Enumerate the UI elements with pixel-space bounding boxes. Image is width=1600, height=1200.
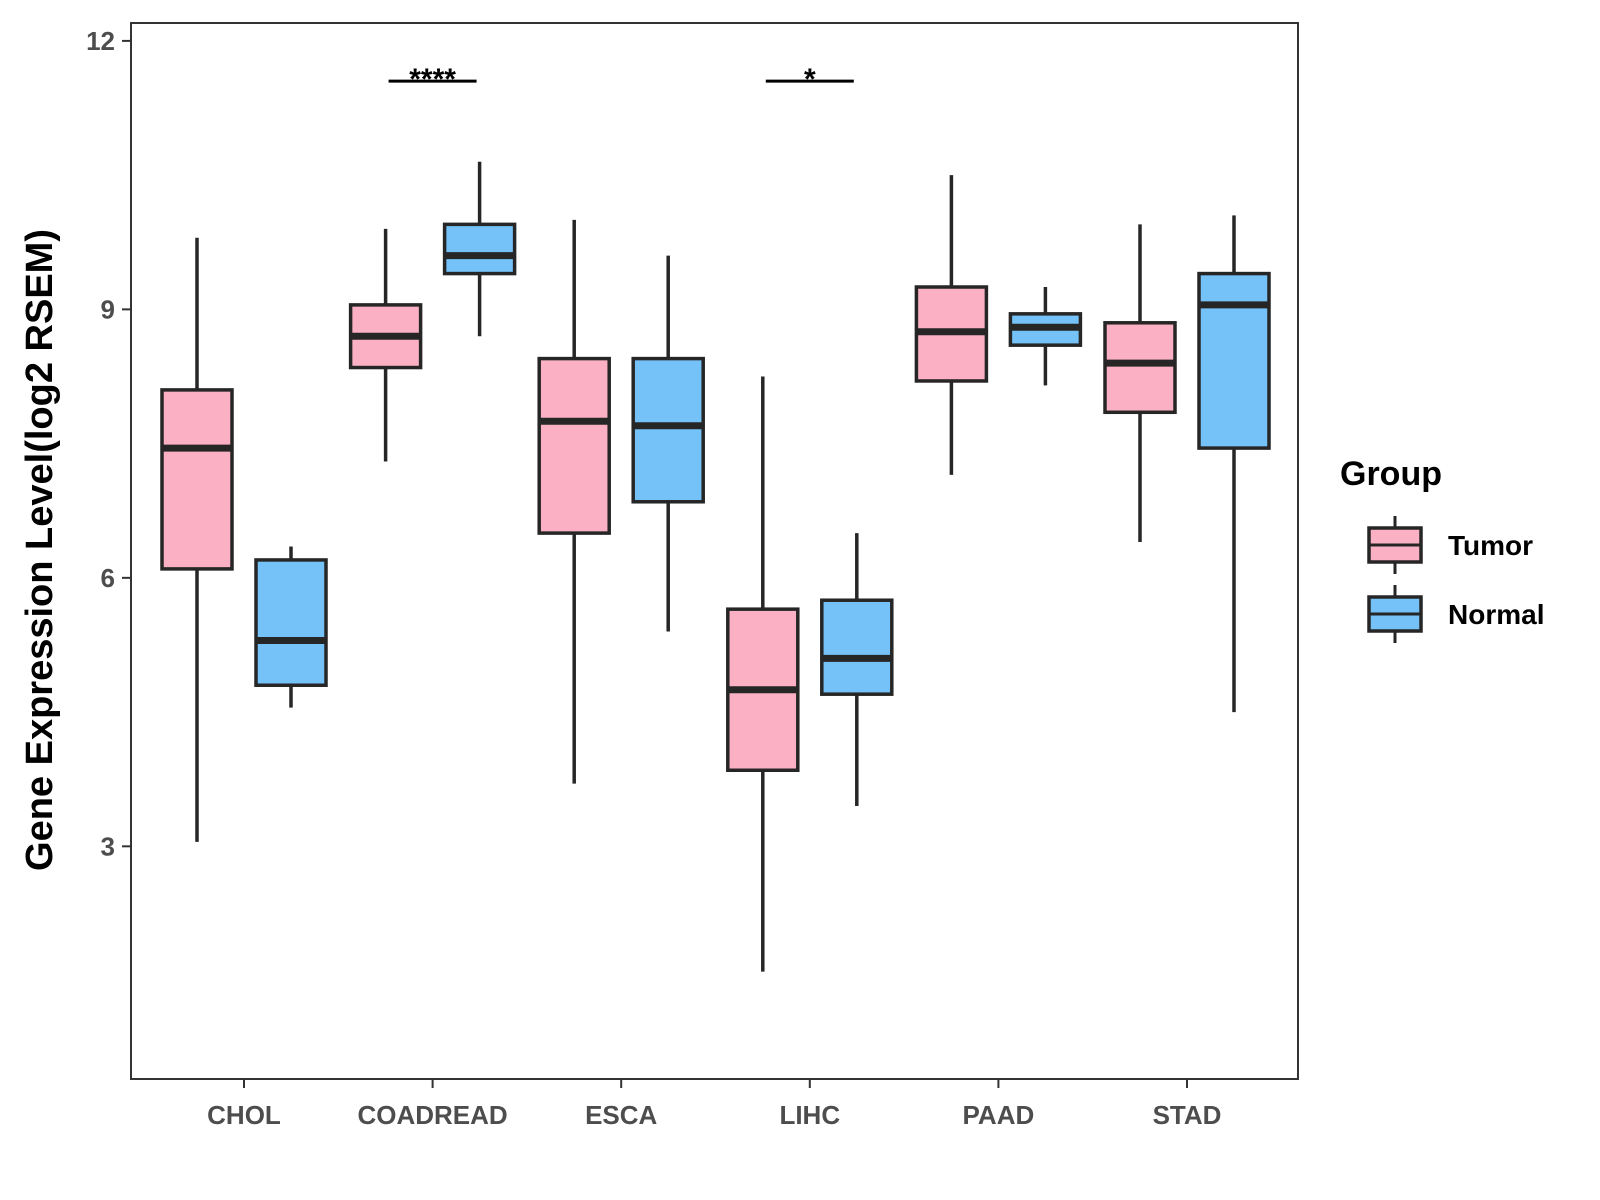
- box-tumor-paad: [914, 175, 989, 475]
- annotations-layer: **** *: [388, 63, 854, 96]
- x-tick-label-esca: ESCA: [585, 1100, 657, 1130]
- y-tick-label-3: 3: [101, 831, 115, 861]
- iqr-box-normal-lihc: [820, 598, 894, 696]
- x-tick-label-stad: STAD: [1153, 1100, 1222, 1130]
- y-tick-label-9: 9: [101, 294, 115, 324]
- boxes-layer: [160, 161, 1271, 972]
- x-tick-label-coadread: COADREAD: [357, 1100, 507, 1130]
- legend-label-tumor: Tumor: [1448, 530, 1533, 561]
- iqr-box-normal-esca: [631, 356, 705, 504]
- legend-item-tumor: Tumor: [1367, 516, 1533, 574]
- iqr-box-normal-chol: [254, 558, 328, 687]
- box-normal-paad: [1008, 287, 1083, 386]
- box-normal-esca: [631, 255, 705, 632]
- iqr-box-tumor-stad: [1103, 321, 1177, 415]
- legend-title: Group: [1340, 455, 1442, 493]
- iqr-box-normal-coadread: [442, 222, 517, 276]
- plot-background: [131, 23, 1298, 1079]
- box-tumor-coadread: [348, 228, 423, 462]
- x-tick-label-lihc: LIHC: [779, 1100, 840, 1130]
- box-normal-stad: [1197, 215, 1271, 713]
- box-tumor-stad: [1103, 224, 1177, 543]
- plot-panel: [131, 23, 1298, 1079]
- box-normal-coadread: [442, 161, 517, 337]
- significance-label-lihc: *: [804, 63, 816, 96]
- legend: Group Tumor Normal: [1340, 455, 1544, 643]
- iqr-box-normal-stad: [1197, 271, 1271, 450]
- iqr-box-tumor-esca: [537, 356, 611, 535]
- box-tumor-esca: [537, 219, 611, 784]
- y-tick-label-6: 6: [101, 563, 115, 593]
- y-tick-label-12: 12: [86, 26, 115, 56]
- axes-layer: 3 6 9 12 CHOL COADREAD ESCA LIHC PAAD STAD: [86, 22, 1299, 1130]
- plot-border: [130, 22, 1299, 1080]
- box-normal-lihc: [820, 533, 894, 807]
- legend-label-normal: Normal: [1448, 599, 1544, 630]
- significance-label-coadread: ****: [409, 63, 456, 96]
- x-tick-label-chol: CHOL: [207, 1100, 281, 1130]
- legend-item-normal: Normal: [1367, 585, 1544, 643]
- box-tumor-chol: [160, 237, 234, 842]
- y-axis-title: Gene Expression Level(log2 RSEM): [19, 229, 61, 871]
- box-tumor-lihc: [726, 376, 800, 972]
- x-tick-label-paad: PAAD: [963, 1100, 1035, 1130]
- box-normal-chol: [254, 546, 328, 708]
- iqr-box-tumor-chol: [160, 388, 234, 571]
